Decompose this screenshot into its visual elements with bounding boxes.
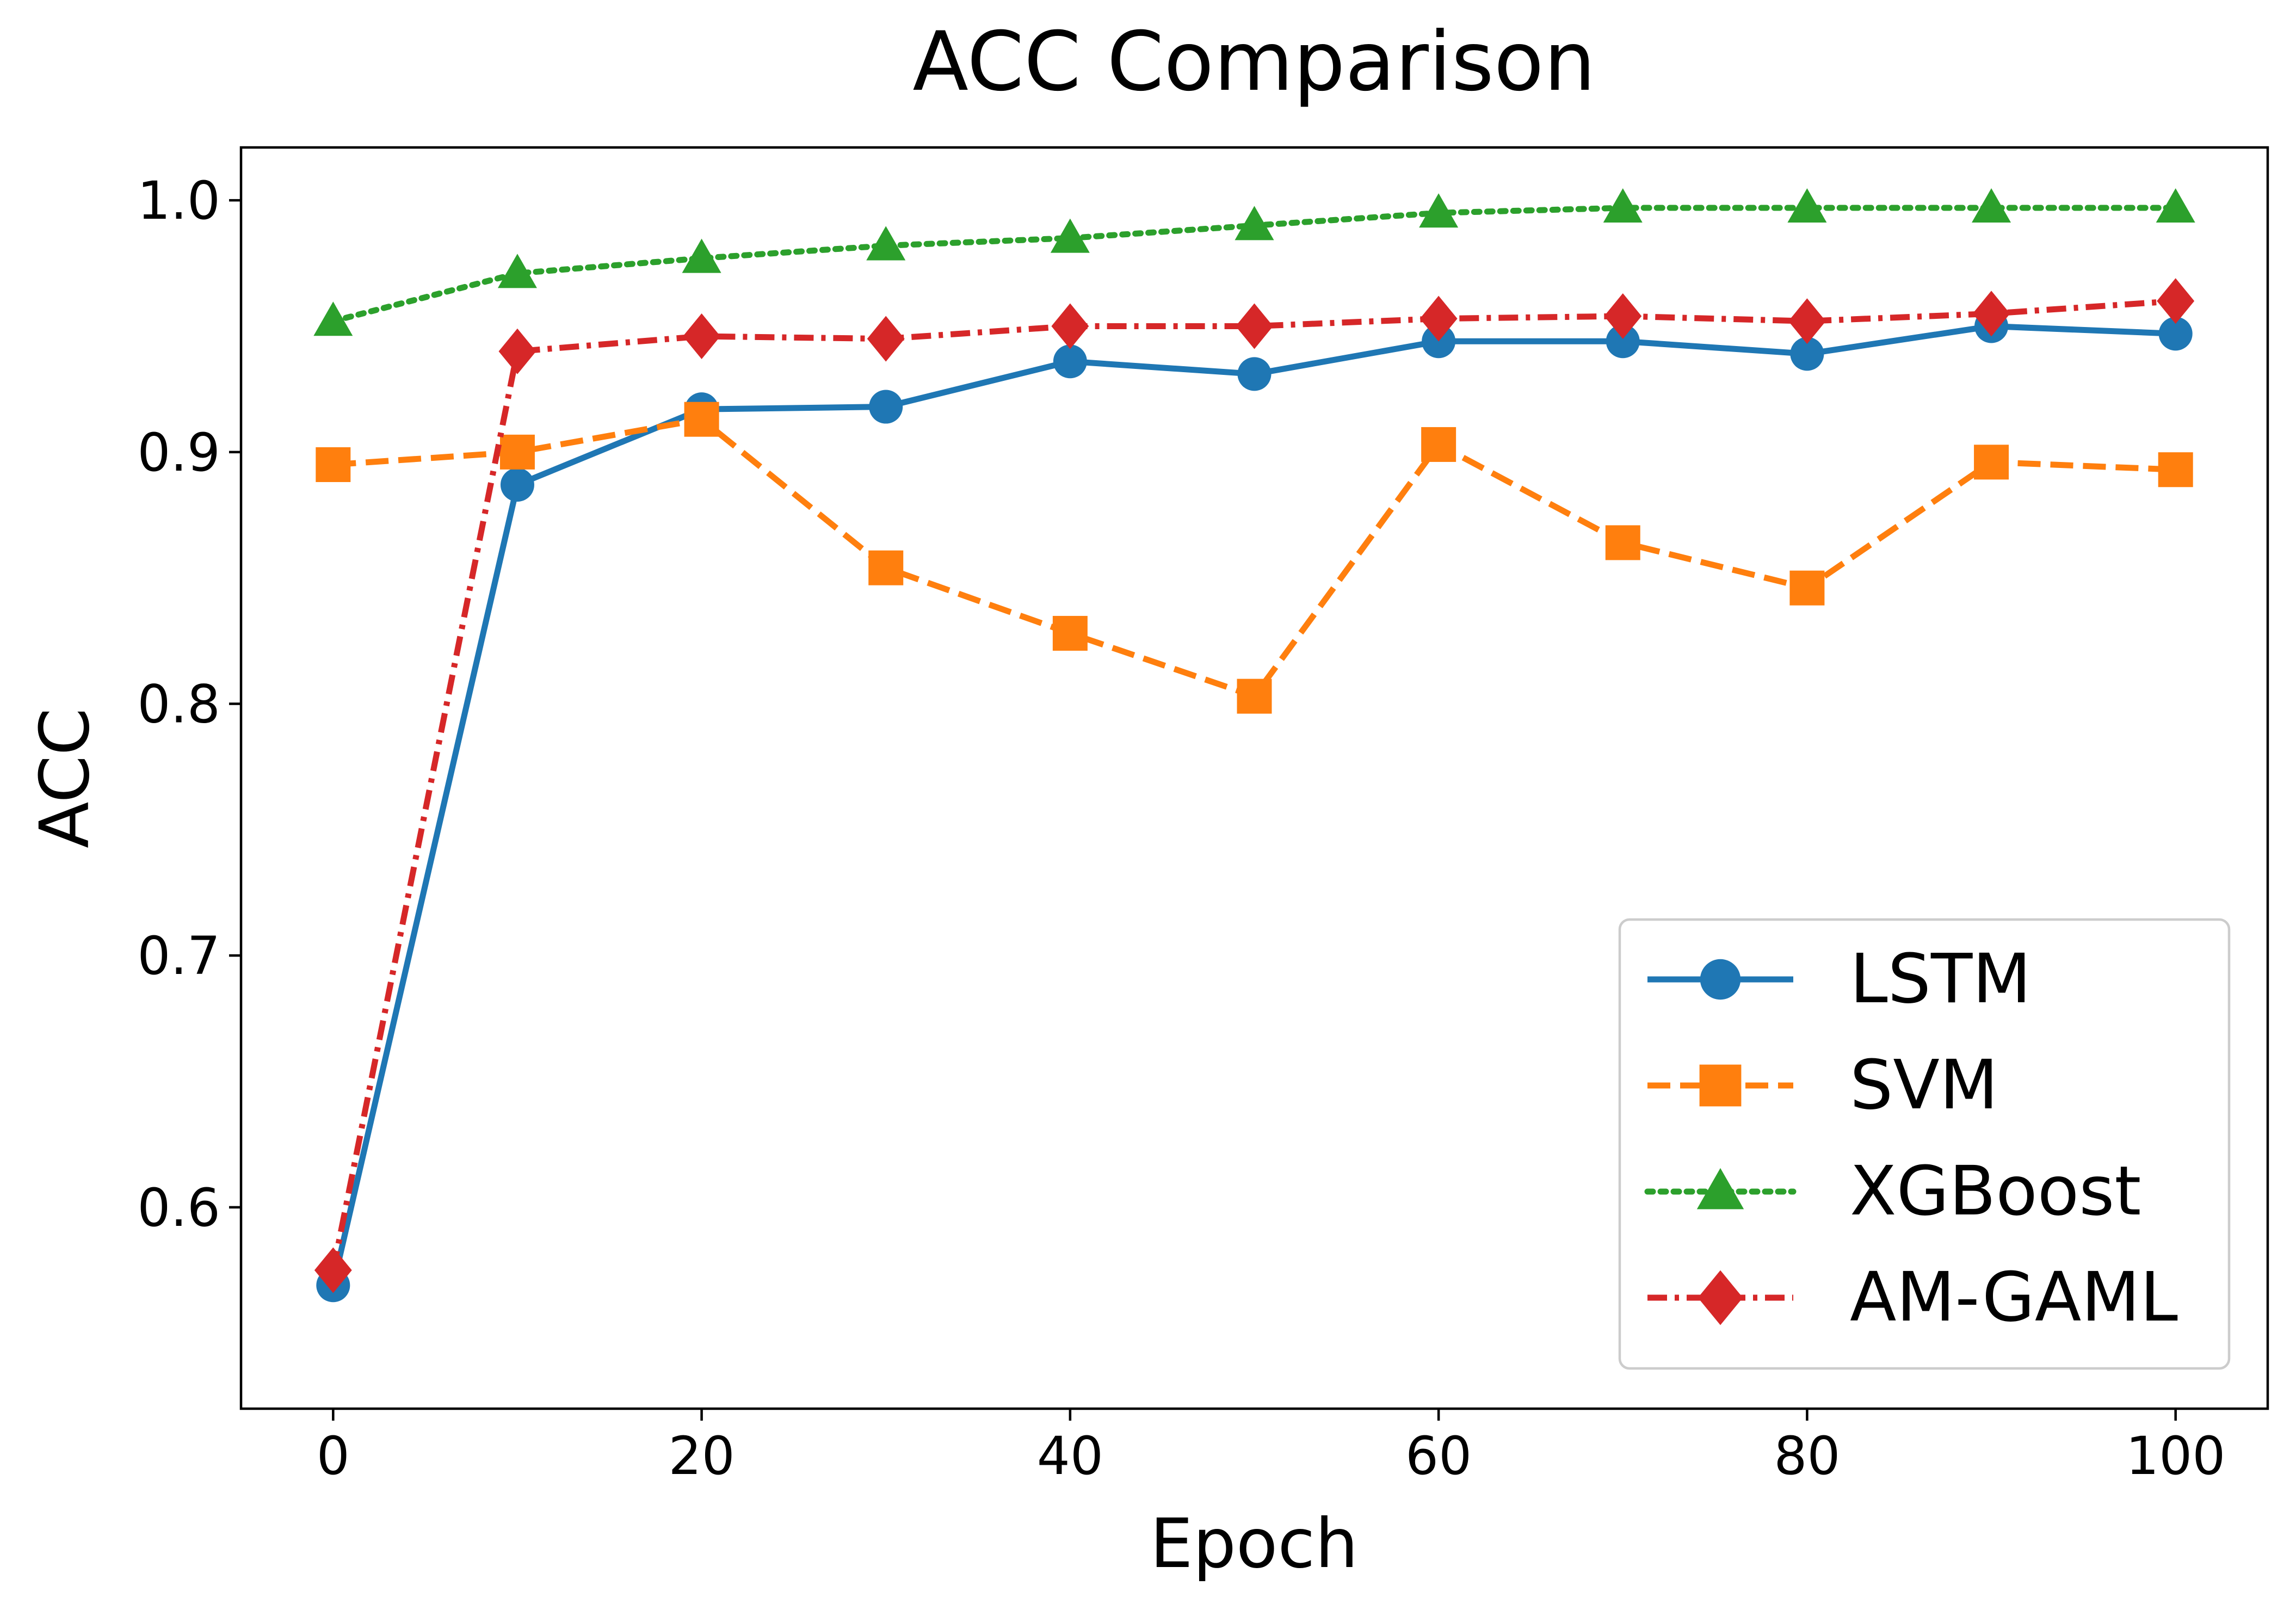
legend-marker-svm: [1699, 1064, 1742, 1107]
y-tick-label: 0.8: [137, 674, 220, 735]
data-point-xgboost: [682, 238, 721, 273]
data-point-lstm: [1237, 357, 1272, 391]
x-tick-label: 20: [669, 1426, 735, 1486]
legend-marker-lstm: [1700, 959, 1741, 1000]
data-point-lstm: [1606, 324, 1640, 359]
legend-label-xgboost: XGBoost: [1850, 1152, 2141, 1231]
y-tick-label: 0.7: [137, 926, 220, 986]
x-axis: 0 20 40 60 80 100: [317, 1409, 2225, 1486]
data-point-xgboost: [1235, 206, 1274, 240]
data-point-xgboost: [1050, 218, 1090, 253]
x-tick-label: 0: [317, 1426, 350, 1486]
data-point-svm: [1789, 570, 1825, 606]
data-point-svm: [1237, 678, 1272, 714]
data-point-am-gaml: [1604, 293, 1642, 339]
plot-frame: [239, 146, 2269, 1410]
data-point-am-gaml: [1419, 295, 1458, 342]
legend-label-am-gaml: AM-GAML: [1850, 1258, 2178, 1337]
x-tick-label: 40: [1037, 1426, 1103, 1486]
y-axis: 0.6 0.7 0.8 0.9 1.0: [137, 170, 241, 1238]
data-point-svm: [316, 447, 351, 482]
data-point-am-gaml: [867, 316, 905, 362]
data-point-am-gaml: [1788, 298, 1826, 344]
y-tick-label: 0.9: [137, 422, 220, 483]
data-point-am-gaml: [1236, 303, 1273, 349]
data-point-svm: [1974, 445, 2009, 480]
data-point-svm: [1052, 615, 1088, 651]
series-am-gaml: [314, 278, 2195, 1293]
data-point-xgboost: [866, 226, 906, 261]
data-point-lstm: [500, 467, 534, 502]
data-point-am-gaml: [683, 313, 721, 360]
chart-title: ACC Comparison: [912, 15, 1595, 109]
data-point-xgboost: [1787, 188, 1827, 223]
data-point-svm: [1605, 525, 1640, 560]
data-point-am-gaml: [314, 1247, 352, 1293]
x-tick-label: 100: [2126, 1426, 2225, 1486]
legend-marker-am-gaml: [1698, 1270, 1743, 1325]
data-point-xgboost: [2156, 188, 2195, 223]
data-point-am-gaml: [2157, 278, 2195, 324]
data-point-svm: [2158, 452, 2193, 488]
series-layer: [313, 188, 2195, 1303]
y-tick-label: 0.6: [137, 1177, 220, 1238]
legend: LSTM SVM XGBoost AM-GAML: [1618, 918, 2231, 1370]
y-tick-label: 1.0: [137, 170, 220, 231]
data-point-xgboost: [313, 301, 353, 336]
data-point-xgboost: [497, 254, 537, 288]
series-svm: [316, 402, 2193, 714]
data-point-am-gaml: [1051, 303, 1089, 349]
series-xgboost: [313, 188, 2195, 336]
y-axis-label: ACC: [26, 708, 104, 848]
data-point-am-gaml: [498, 328, 536, 374]
x-tick-label: 60: [1405, 1426, 1472, 1486]
data-point-svm: [499, 434, 535, 470]
data-point-lstm: [1790, 337, 1824, 371]
data-point-xgboost: [1972, 188, 2011, 223]
legend-marker-xgboost: [1696, 1168, 1744, 1210]
data-point-svm: [684, 402, 719, 437]
data-point-xgboost: [1419, 193, 1459, 228]
data-point-am-gaml: [1972, 291, 2010, 337]
legend-label-svm: SVM: [1850, 1046, 1998, 1125]
data-point-xgboost: [1603, 188, 1643, 223]
data-point-lstm: [869, 390, 903, 424]
x-axis-label: Epoch: [1150, 1504, 1359, 1583]
data-point-lstm: [1053, 344, 1087, 379]
data-point-lstm: [2158, 317, 2193, 351]
series-lstm: [316, 309, 2193, 1303]
data-point-svm: [1421, 427, 1456, 462]
legend-box: [1618, 918, 2231, 1370]
data-point-svm: [868, 550, 904, 585]
x-tick-label: 80: [1774, 1426, 1840, 1486]
legend-label-lstm: LSTM: [1850, 940, 2031, 1019]
